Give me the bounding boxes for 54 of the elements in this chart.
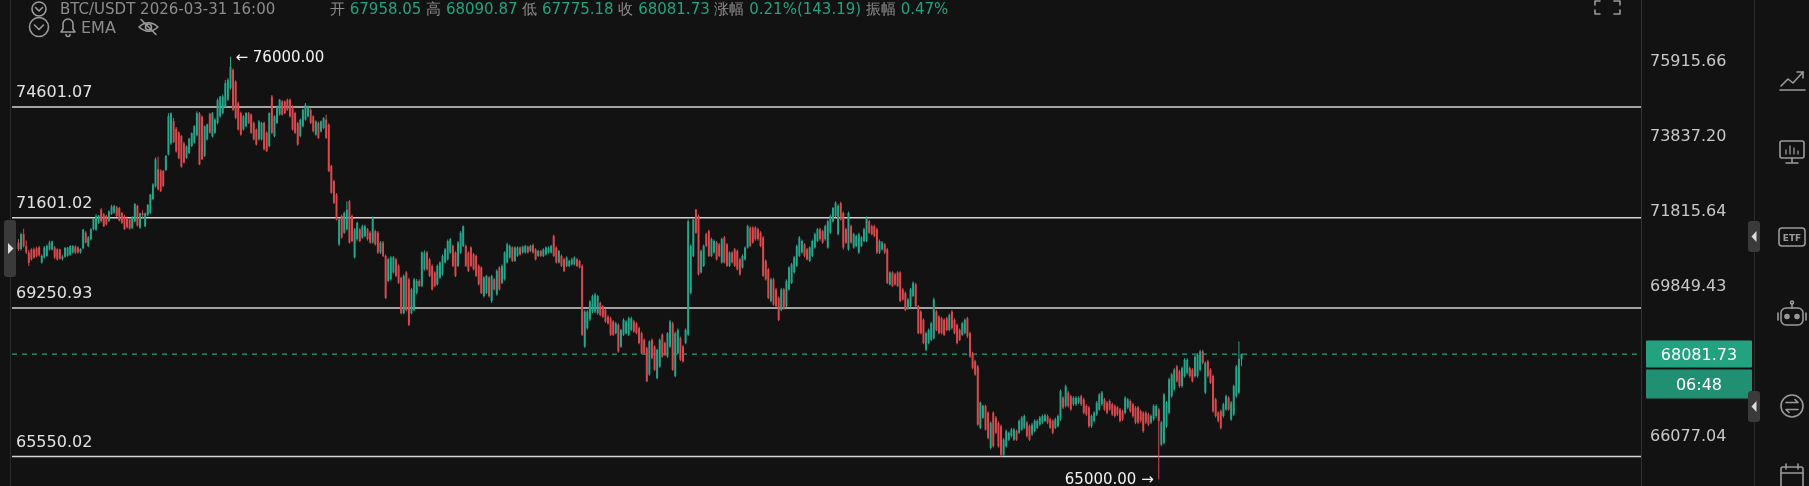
candlestick [340, 214, 343, 240]
candlestick [938, 314, 940, 335]
candlestick [107, 209, 110, 223]
candlestick [1157, 407, 1160, 480]
candlestick [1119, 407, 1121, 424]
ref-line-label: 65550.02 [16, 431, 93, 451]
candlestick [33, 247, 35, 260]
candlestick [208, 112, 211, 135]
text: 06:48 [1675, 374, 1723, 394]
chart-title: BTC/USDT 2026-03-31 16:00 [60, 0, 276, 18]
candlestick [498, 265, 501, 292]
candlestick [139, 212, 141, 230]
candlestick [345, 200, 348, 231]
annotation: ← 76000.00 [235, 47, 325, 66]
candlestick [850, 224, 853, 245]
ref-line-label: 74601.07 [16, 81, 93, 101]
candlestick [1178, 369, 1181, 389]
candlestick [679, 336, 682, 362]
candlestick [576, 257, 578, 268]
candlestick [136, 204, 139, 228]
candlestick [64, 246, 66, 259]
candlestick [211, 111, 214, 139]
candlestick [713, 239, 715, 255]
candlestick [464, 243, 467, 268]
y-tick-label: 66077.04 [1650, 425, 1727, 445]
y-tick-label: 73837.20 [1650, 125, 1727, 145]
candlestick [925, 331, 928, 352]
candlestick [819, 227, 822, 242]
candlestick [488, 275, 491, 299]
annotation: EMA [81, 18, 116, 37]
candlestick [1000, 424, 1003, 458]
annotation: 65000.00 → [1064, 470, 1154, 486]
candlestick [894, 272, 896, 287]
candlestick [469, 245, 472, 268]
candlestick [320, 119, 322, 133]
ref-line-label: 71601.02 [16, 192, 93, 212]
candlestick [710, 237, 713, 258]
candlestick [245, 111, 247, 128]
ref-line-label: 69250.93 [16, 283, 93, 303]
y-tick-label: 71815.64 [1650, 200, 1727, 220]
candlestick [700, 248, 703, 275]
candlestick [482, 275, 485, 299]
ref-line-label: 68081.73 [1660, 344, 1738, 364]
candlestick [257, 119, 260, 141]
text: ETF [1782, 232, 1802, 243]
text: 开 67958.05 高 68090.87 低 67775.18 收 68081.73 涨幅 0.21%(143.19) 振幅 0.47% [330, 0, 949, 18]
candlestick [935, 309, 938, 332]
candlestick [769, 277, 772, 303]
y-tick-label: 69849.43 [1650, 275, 1727, 295]
candlestick [1044, 413, 1046, 423]
candlestick [260, 121, 263, 141]
candlestick [485, 274, 488, 295]
candlestick [736, 248, 739, 272]
y-tick-label: 75915.66 [1650, 50, 1727, 70]
